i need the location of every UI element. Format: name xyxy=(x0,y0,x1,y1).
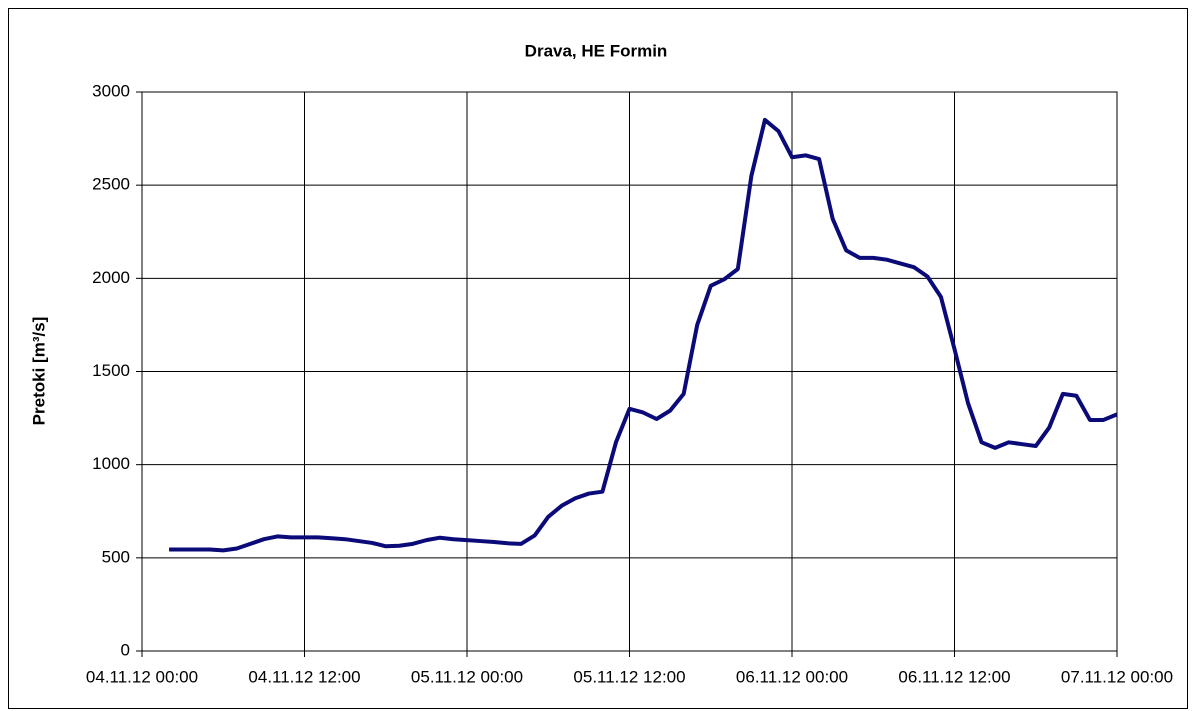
plot-area xyxy=(141,91,1118,652)
y-tick-label: 2000 xyxy=(92,268,130,287)
y-tick-label: 500 xyxy=(102,547,130,566)
y-tick-label: 1500 xyxy=(92,361,130,380)
y-tick-label: 1000 xyxy=(92,454,130,473)
x-tick-label: 06.11.12 12:00 xyxy=(898,667,1010,686)
x-tick-label: 04.11.12 12:00 xyxy=(248,667,360,686)
chart-title: Drava, HE Formin xyxy=(525,41,668,60)
data-line xyxy=(169,117,1118,553)
y-tick-label: 3000 xyxy=(92,81,130,100)
x-tick-label: 04.11.12 00:00 xyxy=(86,667,198,686)
y-tick-label: 2500 xyxy=(92,175,130,194)
x-tick-label: 05.11.12 12:00 xyxy=(573,667,685,686)
y-axis-label: Pretoki [m³/s] xyxy=(29,317,48,426)
x-tick-label: 07.11.12 00:00 xyxy=(1061,667,1173,686)
chart-border xyxy=(8,8,1188,709)
x-tick-label: 06.11.12 00:00 xyxy=(736,667,848,686)
x-tick-label: 05.11.12 00:00 xyxy=(411,667,523,686)
y-tick-label: 0 xyxy=(121,640,130,659)
